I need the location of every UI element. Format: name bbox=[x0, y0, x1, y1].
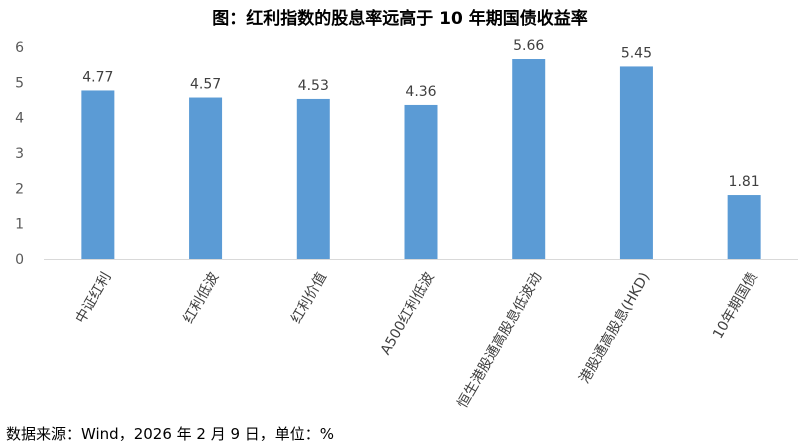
source-note: 数据来源：Wind，2026 年 2 月 9 日，单位：% bbox=[6, 425, 335, 443]
chart-title: 图：红利指数的股息率远高于 10 年期国债收益率 bbox=[212, 9, 588, 29]
category-label: 港股通高股息(HKD) bbox=[576, 269, 653, 386]
y-tick-label: 2 bbox=[15, 181, 24, 197]
category-label: 中证红利 bbox=[73, 270, 115, 326]
data-label: 4.57 bbox=[190, 77, 221, 93]
category-label: 10年期国债 bbox=[710, 270, 761, 342]
y-tick-label: 6 bbox=[15, 40, 24, 56]
category-label: 红利低波 bbox=[180, 270, 222, 326]
data-label: 5.66 bbox=[513, 38, 544, 54]
bar bbox=[619, 66, 653, 259]
y-tick-label: 4 bbox=[15, 111, 24, 127]
bar bbox=[404, 104, 438, 260]
y-tick-label: 0 bbox=[15, 252, 24, 268]
category-label: A500红利低波 bbox=[378, 270, 438, 358]
category-label: 恒生港股通高股息低波动 bbox=[454, 269, 546, 411]
bar bbox=[189, 97, 223, 259]
y-tick-label: 5 bbox=[15, 75, 24, 91]
y-tick-label: 3 bbox=[15, 146, 24, 162]
category-label: 红利价值 bbox=[288, 270, 330, 326]
bar bbox=[727, 195, 761, 259]
data-label: 5.45 bbox=[621, 45, 652, 61]
bar bbox=[81, 90, 115, 260]
bar bbox=[296, 98, 330, 259]
data-label: 1.81 bbox=[729, 174, 760, 190]
data-label: 4.77 bbox=[82, 69, 113, 85]
y-tick-label: 1 bbox=[15, 217, 24, 233]
data-label: 4.36 bbox=[405, 84, 436, 100]
bar bbox=[512, 59, 546, 259]
data-label: 4.53 bbox=[298, 78, 329, 94]
